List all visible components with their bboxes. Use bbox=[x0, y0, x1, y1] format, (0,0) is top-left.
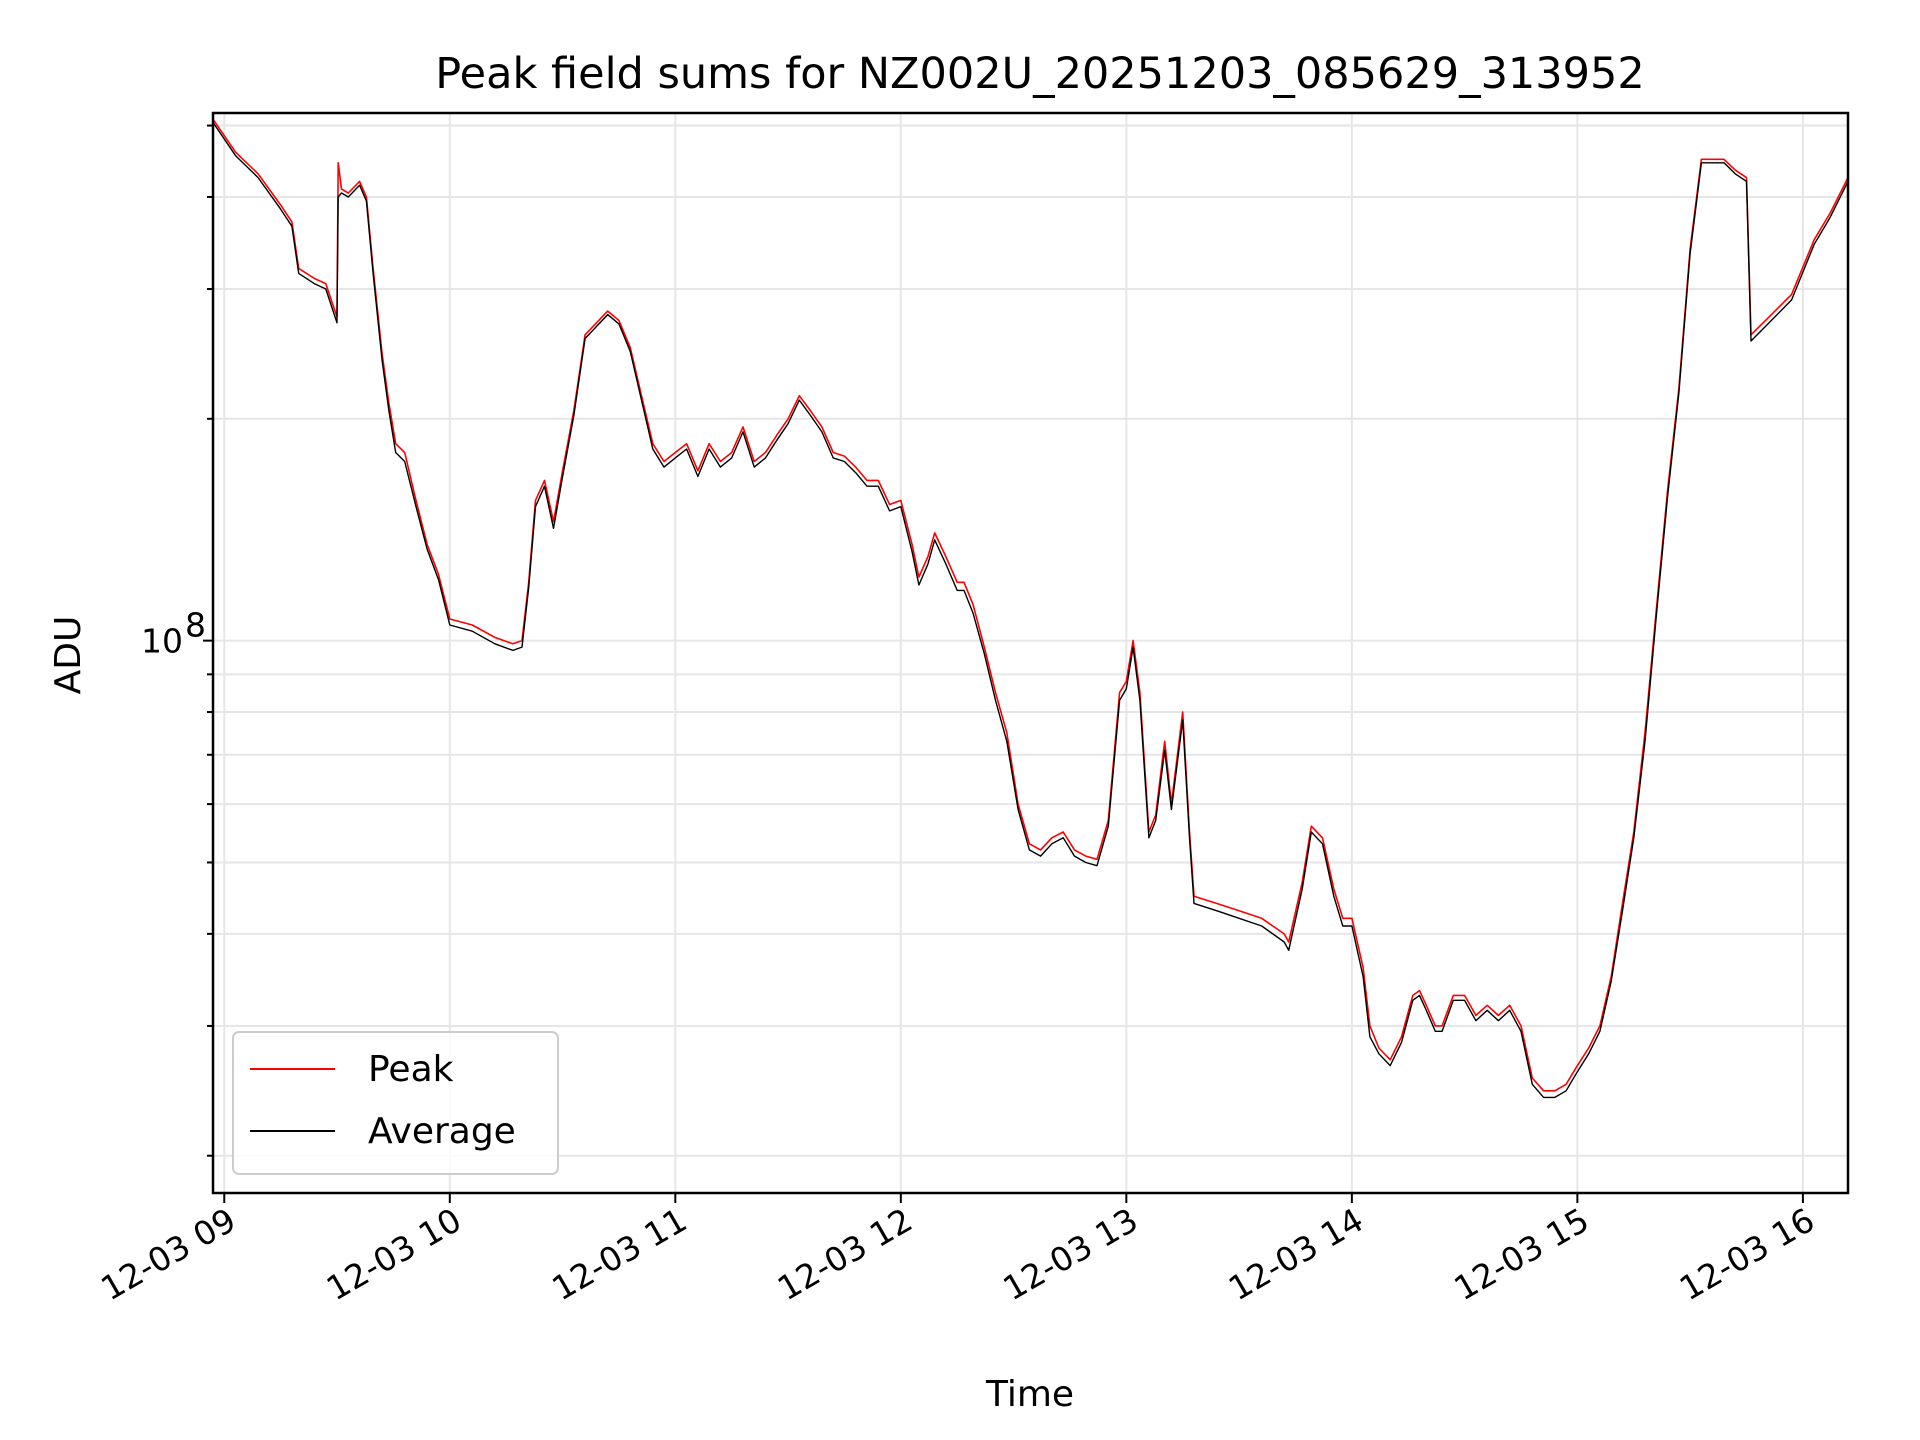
chart-title: Peak field sums for NZ002U_20251203_0856… bbox=[435, 49, 1644, 99]
legend-box bbox=[232, 1031, 559, 1175]
y-axis-ticks: 10 8 bbox=[141, 124, 213, 1157]
legend-average-label: Average bbox=[368, 1111, 516, 1152]
y-tick-label: 10 bbox=[141, 622, 183, 661]
x-axis-label: Time bbox=[985, 1374, 1074, 1415]
series-line-average bbox=[213, 122, 1848, 1099]
y-tick-label-exponent: 8 bbox=[185, 606, 206, 645]
plot-frame bbox=[211, 111, 1850, 1195]
series-line-peak bbox=[213, 118, 1848, 1092]
legend-peak-label: Peak bbox=[368, 1049, 454, 1090]
series-layer bbox=[213, 118, 1848, 1099]
legend: Peak Average bbox=[232, 1031, 559, 1175]
y-axis-label: ADU bbox=[48, 616, 89, 695]
